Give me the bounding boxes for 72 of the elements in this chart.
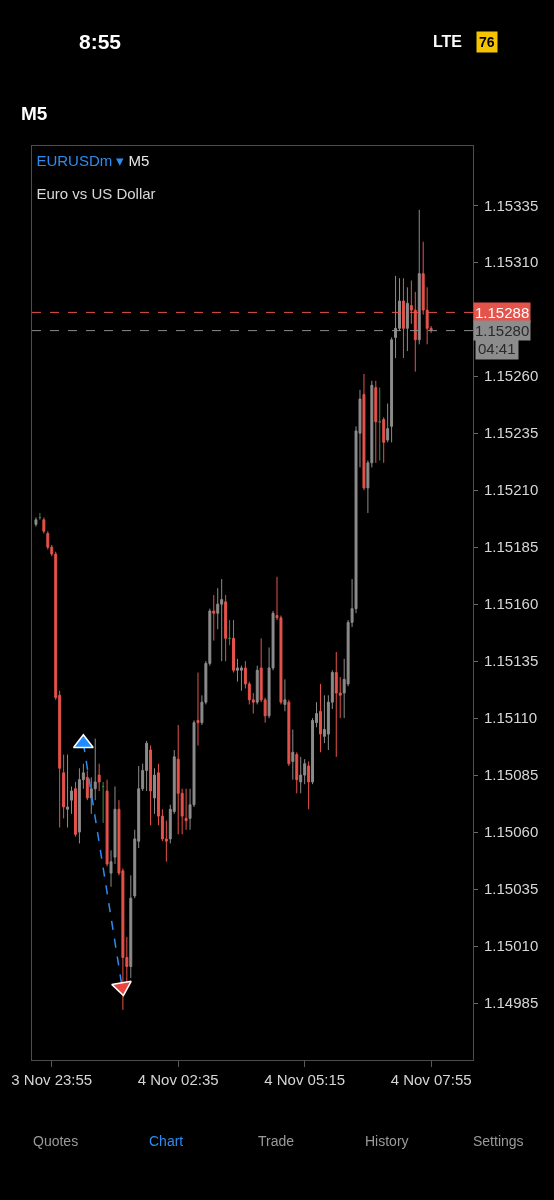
candlestick <box>184 788 188 831</box>
candlestick <box>153 767 156 815</box>
y-tick-label: 1.15085 <box>484 766 539 784</box>
y-tick-label: 1.15335 <box>484 196 539 214</box>
candlestick <box>291 729 295 781</box>
text: M5 <box>21 103 48 124</box>
ref-line-label: 1.15280 <box>475 322 530 339</box>
candlestick <box>374 380 378 464</box>
candlestick <box>42 517 46 534</box>
candlestick <box>378 387 382 462</box>
candlestick <box>77 767 81 844</box>
y-tick-label: 1.15060 <box>484 823 539 841</box>
text: Trade <box>258 1133 295 1149</box>
y-tick-label: 1.15210 <box>484 481 539 499</box>
candlestick <box>34 517 38 528</box>
text: 8:55 <box>79 30 122 53</box>
text: Quotes <box>33 1133 79 1149</box>
y-tick-label: 1.14985 <box>484 994 539 1012</box>
candlestick <box>97 763 101 792</box>
candlestick <box>295 751 299 794</box>
candlestick <box>224 594 228 662</box>
candlestick <box>362 373 366 491</box>
y-tick-label: 1.15010 <box>484 937 539 955</box>
y-tick-label: 1.15185 <box>484 538 539 556</box>
text: Chart <box>149 1133 184 1149</box>
candlestick <box>212 594 216 642</box>
candlestick <box>405 286 409 352</box>
candlestick <box>66 754 70 829</box>
candlestick <box>319 683 322 753</box>
candlestick <box>334 651 338 758</box>
candlestick <box>145 740 149 792</box>
candlestick <box>74 781 77 838</box>
candlestick <box>196 672 200 746</box>
y-tick-label: 1.15160 <box>484 595 539 613</box>
y-tick-label: 1.15135 <box>484 652 539 670</box>
candlestick <box>382 416 386 464</box>
y-tick-label: 1.15260 <box>484 367 539 385</box>
candlestick <box>101 781 105 824</box>
candlestick <box>105 779 109 867</box>
candlestick <box>283 678 287 712</box>
candlestick <box>390 336 394 443</box>
candlestick <box>85 770 89 801</box>
y-tick-label: 1.15035 <box>484 880 539 898</box>
text: Euro vs US Dollar <box>36 184 156 202</box>
candlestick <box>287 699 291 767</box>
ref-line-label: 1.15288 <box>475 304 530 321</box>
candlestick <box>70 785 73 815</box>
candlestick <box>307 760 311 810</box>
candlestick <box>228 619 232 646</box>
candlestick <box>38 512 42 521</box>
candlestick <box>255 665 259 705</box>
candlestick <box>62 754 66 819</box>
x-tick-label: 3 Nov 23:55 <box>11 1071 93 1088</box>
candlestick <box>129 874 133 979</box>
y-tick-label: 1.15310 <box>484 253 539 271</box>
candlestick <box>386 403 390 443</box>
text: Settings <box>473 1133 524 1149</box>
candlestick <box>299 756 303 794</box>
x-tick-label: 4 Nov 02:35 <box>137 1071 219 1088</box>
y-tick-label: 1.15235 <box>484 424 539 442</box>
x-tick-label: 4 Nov 07:55 <box>390 1071 472 1088</box>
candlestick <box>176 724 180 835</box>
text: LTE <box>433 33 463 50</box>
text: History <box>365 1133 409 1149</box>
text: 76 <box>479 34 495 50</box>
x-tick-label: 4 Nov 05:15 <box>264 1071 346 1088</box>
chart-title: EURUSDm ▾ M5 <box>36 152 150 170</box>
text: 04:41 <box>478 340 516 357</box>
candlestick <box>149 744 153 826</box>
candlestick <box>232 619 235 674</box>
y-tick-label: 1.15110 <box>484 709 538 727</box>
candlestick <box>220 578 224 662</box>
